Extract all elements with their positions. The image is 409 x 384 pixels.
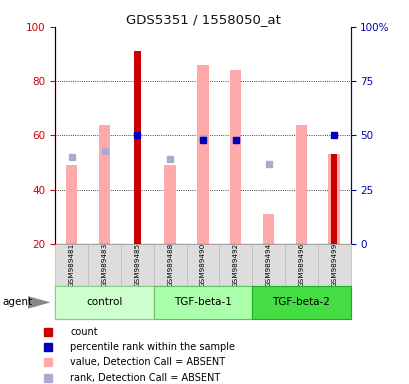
Bar: [99, 124, 110, 244]
Text: GSM989481: GSM989481: [69, 243, 74, 287]
Bar: [153, 286, 252, 319]
Bar: [328, 154, 339, 244]
Text: value, Detection Call = ABSENT: value, Detection Call = ABSENT: [70, 358, 225, 367]
Text: TGF-beta-2: TGF-beta-2: [272, 297, 330, 308]
Polygon shape: [28, 296, 50, 309]
Text: agent: agent: [2, 297, 32, 307]
Bar: [252, 244, 284, 286]
Bar: [134, 51, 140, 244]
Bar: [262, 214, 274, 244]
Bar: [317, 244, 350, 286]
Bar: [153, 244, 186, 286]
Text: rank, Detection Call = ABSENT: rank, Detection Call = ABSENT: [70, 372, 220, 383]
Text: count: count: [70, 327, 97, 337]
Bar: [330, 154, 337, 244]
Text: GSM989488: GSM989488: [167, 243, 173, 287]
Title: GDS5351 / 1558050_at: GDS5351 / 1558050_at: [125, 13, 280, 26]
Text: GSM989496: GSM989496: [298, 243, 303, 287]
Text: GSM989494: GSM989494: [265, 243, 271, 287]
Bar: [66, 165, 77, 244]
Bar: [55, 286, 153, 319]
Text: control: control: [86, 297, 122, 308]
Text: GSM989485: GSM989485: [134, 243, 140, 287]
Bar: [186, 244, 219, 286]
Text: GSM989499: GSM989499: [330, 243, 336, 287]
Bar: [55, 244, 88, 286]
Bar: [284, 244, 317, 286]
Text: percentile rank within the sample: percentile rank within the sample: [70, 342, 234, 352]
Bar: [229, 70, 241, 244]
Text: GSM989483: GSM989483: [101, 243, 107, 287]
Text: GSM989490: GSM989490: [200, 243, 205, 287]
Bar: [88, 244, 121, 286]
Bar: [219, 244, 252, 286]
Bar: [164, 165, 175, 244]
Bar: [197, 65, 208, 244]
Bar: [295, 124, 306, 244]
Bar: [252, 286, 350, 319]
Text: GSM989492: GSM989492: [232, 243, 238, 287]
Text: TGF-beta-1: TGF-beta-1: [173, 297, 231, 308]
Bar: [121, 244, 153, 286]
